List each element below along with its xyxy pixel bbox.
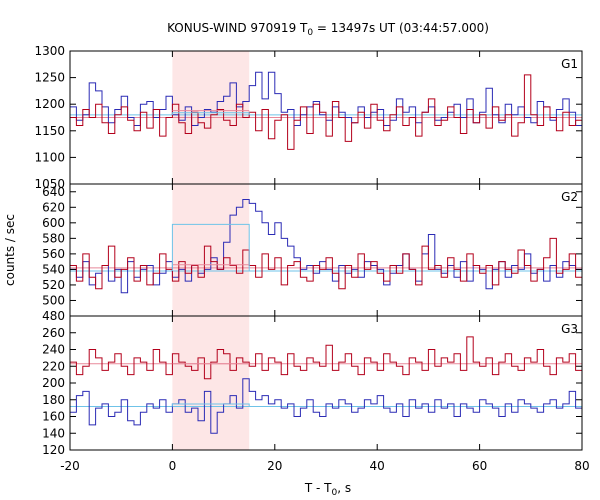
y-tick-label: 1200: [34, 97, 65, 111]
y-tick-label: 180: [42, 393, 65, 407]
y-tick-label: 1300: [34, 44, 65, 58]
y-tick-label: 1100: [34, 150, 65, 164]
y-tick-label: 480: [42, 309, 65, 323]
y-tick-label: 500: [42, 293, 65, 307]
y-tick-label: 620: [42, 200, 65, 214]
interval-level-blue: [171, 223, 250, 271]
series-red: [70, 237, 582, 290]
y-tick-label: 1250: [34, 71, 65, 85]
y-tick-label: 160: [42, 410, 65, 424]
y-tick-label: 580: [42, 231, 65, 245]
panel-frame: [69, 183, 583, 317]
y-tick-label: 560: [42, 247, 65, 261]
y-axis-label: counts / sec: [3, 214, 17, 286]
y-tick-label: 220: [42, 359, 65, 373]
panel-label: G3: [561, 322, 578, 336]
series-blue: [70, 71, 582, 126]
interval-level-blue: [171, 112, 250, 115]
y-tick-label: 240: [42, 343, 65, 357]
panel-g2: [70, 199, 582, 294]
title-subscript: 0: [307, 28, 313, 38]
y-tick-label: 520: [42, 278, 65, 292]
y-tick-label: 1150: [34, 124, 65, 138]
y-tick-label: 640: [42, 185, 65, 199]
panel-g1: [70, 71, 582, 150]
panel-label: G1: [561, 57, 578, 71]
plot-area: 105011001150120012501300G148050052054056…: [34, 44, 589, 473]
panel-label: G2: [561, 190, 578, 204]
x-axis-label: T - T0, s: [304, 481, 351, 498]
series-red: [70, 74, 582, 150]
panel-frame: [69, 315, 583, 451]
y-tick-label: 260: [42, 326, 65, 340]
y-tick-label: 1050: [34, 177, 65, 191]
interval-level-blue: [171, 403, 250, 407]
x-tick-label: 80: [574, 459, 589, 473]
x-tick-label: 40: [370, 459, 385, 473]
xlabel-subscript: 0: [332, 488, 338, 498]
y-tick-label: 600: [42, 216, 65, 230]
series-red: [70, 336, 582, 380]
series-blue: [70, 378, 582, 434]
y-tick-label: 140: [42, 426, 65, 440]
x-tick-label: 60: [472, 459, 487, 473]
series-blue: [70, 199, 582, 294]
x-tick-label: 20: [267, 459, 282, 473]
x-tick-label: -20: [60, 459, 80, 473]
chart-title: KONUS-WIND 970919 T0 = 13497s UT (03:44:…: [167, 21, 489, 38]
y-tick-label: 540: [42, 262, 65, 276]
y-tick-label: 200: [42, 376, 65, 390]
panel-g3: [70, 336, 582, 434]
y-tick-label: 120: [42, 443, 65, 457]
x-tick-label: 0: [169, 459, 177, 473]
